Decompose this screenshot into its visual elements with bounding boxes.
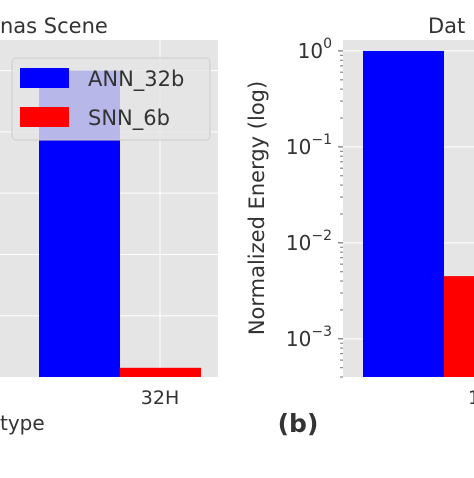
right-y-tick-label: 10−1 [286,132,332,159]
right-chart-title: Dat [428,14,465,38]
legend-swatch-snn [20,107,69,127]
right-bars [363,50,474,378]
right-x-tick-label-partial: 1 [468,387,474,409]
right-y-axis-label: Normalized Energy (log) [245,81,269,335]
left-x-axis-label: type [0,411,45,435]
legend-label-snn: SNN_6b [88,106,170,131]
left-legend: ANN_32b SNN_6b [11,57,211,141]
left-x-tick-label: 32H [141,387,179,409]
left-bar-snn-6b [120,367,201,377]
left-chart-title: nas Scene [0,14,108,38]
legend-label-ann: ANN_32b [88,67,184,92]
right-y-tick-label: 10−3 [286,324,332,351]
right-bar-ann-32b [363,50,444,378]
right-y-tick-label: 100 [298,36,332,63]
legend-swatch-ann [20,68,69,88]
right-y-ticks: 100 10−1 10−2 10−3 [286,36,343,378]
panel-label: (b) [278,409,319,438]
right-y-tick-label: 10−2 [286,228,332,255]
right-bar-snn-6b [444,276,474,377]
